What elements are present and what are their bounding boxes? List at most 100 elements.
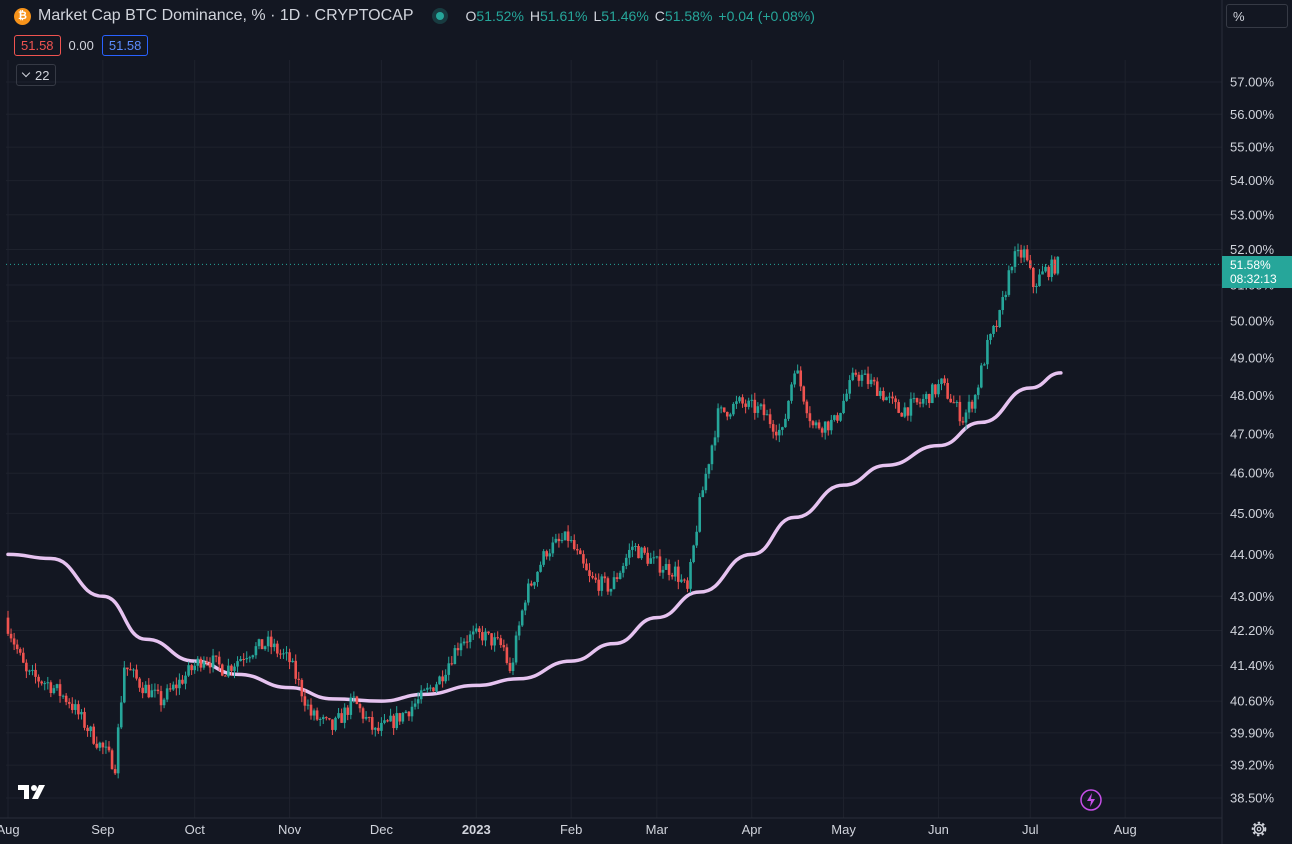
change-value: +0.04 (+0.08%)	[718, 8, 815, 24]
candle	[949, 393, 952, 403]
candle-body	[337, 713, 340, 718]
candle-body	[989, 333, 992, 340]
candle	[257, 638, 261, 650]
candle	[422, 688, 426, 691]
candle	[1025, 245, 1029, 262]
candle	[621, 562, 625, 578]
gear-icon[interactable]	[1250, 820, 1268, 838]
candle	[777, 423, 781, 443]
candle	[361, 706, 365, 724]
candle-body	[171, 684, 175, 690]
candle-body	[805, 401, 809, 414]
candle	[762, 398, 766, 421]
candle	[468, 630, 472, 649]
candle-body	[854, 372, 858, 375]
candle-body	[447, 663, 451, 675]
candle	[921, 394, 925, 408]
candle-body	[74, 704, 77, 710]
candle-body	[113, 769, 117, 774]
candle	[1050, 255, 1053, 282]
time-tick-label: Sep	[91, 822, 114, 837]
symbol-title[interactable]: Market Cap BTC Dominance, % · 1D · CRYPT…	[38, 7, 414, 24]
candle	[588, 563, 591, 583]
candle	[493, 632, 496, 652]
candle	[686, 577, 689, 593]
candle-body	[536, 571, 539, 583]
candle-body	[499, 638, 503, 646]
candle	[869, 373, 873, 388]
candle-body	[43, 683, 47, 685]
candle	[998, 309, 1001, 328]
candle-body	[227, 665, 230, 677]
candle	[952, 395, 956, 404]
candle-body	[594, 577, 597, 580]
candle	[74, 699, 77, 715]
candle	[242, 653, 245, 667]
candle-body	[254, 646, 258, 656]
scale-mode-toggle[interactable]: %	[1226, 4, 1288, 28]
candle-body	[175, 684, 178, 689]
candle	[502, 639, 506, 652]
candle	[967, 394, 971, 419]
symbol-legend[interactable]: ₿ Market Cap BTC Dominance, % · 1D · CRY…	[14, 5, 815, 27]
lightning-icon[interactable]	[1080, 789, 1102, 811]
indicator-count: 22	[35, 67, 50, 83]
candle	[530, 580, 533, 587]
candle-body	[147, 684, 151, 698]
candle-body	[863, 373, 867, 375]
candle	[805, 399, 809, 419]
candle-body	[77, 704, 80, 715]
candle	[86, 724, 89, 737]
candle	[325, 716, 328, 721]
candle-body	[58, 684, 62, 696]
candle	[70, 697, 74, 714]
candle	[429, 684, 432, 692]
candle-body	[15, 644, 19, 650]
candle-body	[802, 386, 806, 402]
candle-body	[970, 401, 974, 409]
candle	[680, 574, 683, 584]
candle	[331, 719, 334, 736]
candle-body	[527, 583, 530, 603]
candle	[545, 549, 548, 560]
candle	[165, 684, 169, 703]
candle-body	[361, 708, 365, 719]
candle	[456, 642, 460, 656]
candle-body	[670, 574, 674, 577]
candle-body	[294, 660, 298, 679]
candle-body	[398, 713, 402, 722]
candle-body	[542, 551, 545, 565]
candle-body	[1013, 251, 1017, 267]
candle-body	[92, 726, 95, 744]
candle	[153, 683, 157, 698]
bar-countdown: 08:32:13	[1230, 272, 1277, 286]
candle-body	[1053, 259, 1057, 274]
candle	[89, 725, 92, 738]
market-status-icon[interactable]	[435, 12, 444, 20]
candle	[373, 727, 377, 737]
candle	[67, 698, 71, 709]
candle-body	[70, 703, 74, 710]
collapse-indicators-button[interactable]: 22	[16, 64, 57, 86]
candle	[582, 550, 585, 569]
candle	[398, 712, 402, 725]
candle	[441, 670, 444, 688]
candle	[676, 559, 680, 590]
candle-body	[429, 687, 432, 689]
indicator-values: 51.58 0.00 51.58	[14, 33, 149, 57]
candle	[600, 574, 604, 597]
candle	[750, 394, 754, 408]
candle	[224, 675, 227, 677]
candle	[689, 558, 692, 593]
candle-body	[903, 407, 907, 417]
candle-body	[318, 718, 322, 720]
candle-body	[744, 403, 747, 407]
candle-body	[123, 667, 126, 703]
candle	[481, 625, 484, 646]
candle-body	[866, 373, 870, 385]
tradingview-logo[interactable]	[18, 783, 52, 801]
candle	[808, 406, 812, 428]
candle-body	[937, 384, 940, 395]
candle-body	[426, 687, 429, 690]
